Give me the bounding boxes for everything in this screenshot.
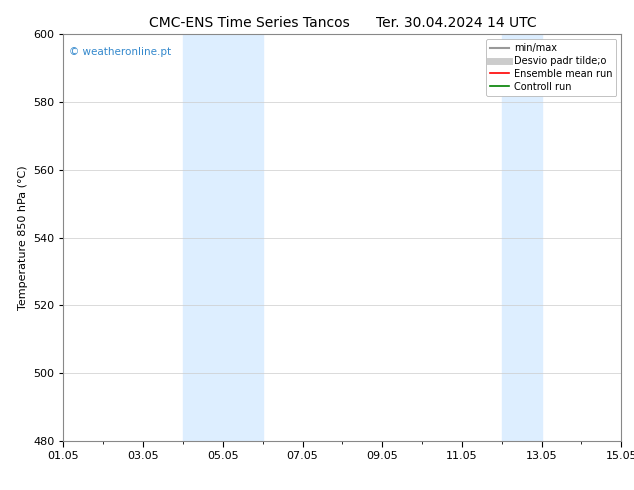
Bar bbox=[501, 34, 541, 441]
Title: CMC-ENS Time Series Tancos      Ter. 30.04.2024 14 UTC: CMC-ENS Time Series Tancos Ter. 30.04.20… bbox=[148, 16, 536, 30]
Text: © weatheronline.pt: © weatheronline.pt bbox=[69, 47, 171, 56]
Y-axis label: Temperature 850 hPa (°C): Temperature 850 hPa (°C) bbox=[18, 165, 27, 310]
Legend: min/max, Desvio padr tilde;o, Ensemble mean run, Controll run: min/max, Desvio padr tilde;o, Ensemble m… bbox=[486, 39, 616, 96]
Bar bbox=[183, 34, 262, 441]
